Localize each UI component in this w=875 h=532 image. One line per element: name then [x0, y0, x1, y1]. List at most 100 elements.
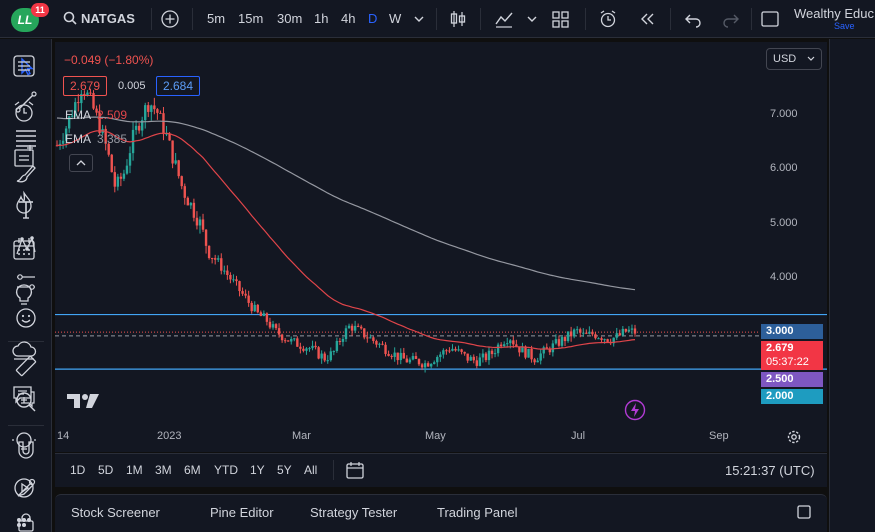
user-name[interactable]: Wealthy Educ: [794, 6, 874, 21]
candle-body: [71, 115, 74, 117]
help-bulb-icon[interactable]: [11, 428, 37, 454]
watchlist-icon[interactable]: [11, 53, 37, 79]
alert-icon[interactable]: [598, 9, 618, 29]
timeframe-15m[interactable]: 15m: [238, 11, 264, 26]
sell-price-button[interactable]: 2.679: [63, 76, 108, 96]
tab-pine-editor[interactable]: Pine Editor: [210, 505, 274, 520]
time-tick: 14: [57, 430, 70, 442]
range-all[interactable]: All: [304, 463, 318, 477]
alarm-clock-icon[interactable]: [11, 99, 37, 125]
fib-icon[interactable]: [13, 125, 39, 151]
buy-price-button[interactable]: 2.684: [156, 76, 201, 96]
candle-body: [299, 346, 302, 349]
data-window-icon[interactable]: [11, 144, 37, 170]
replay-icon[interactable]: [637, 9, 657, 29]
maximize-panel-icon[interactable]: [796, 504, 812, 520]
calendar-icon[interactable]: [11, 236, 37, 262]
candles-icon[interactable]: [448, 9, 468, 29]
candle-body: [147, 105, 150, 112]
range-5y[interactable]: 5Y: [277, 463, 292, 477]
time-tick: Mar: [292, 430, 311, 442]
range-ytd[interactable]: YTD: [214, 463, 238, 477]
candle-body: [140, 120, 144, 131]
ema-slow-label[interactable]: EMA: [65, 132, 92, 146]
candle-body: [207, 245, 211, 259]
range-3m[interactable]: 3M: [155, 463, 172, 477]
right-sidebar: [829, 39, 875, 532]
smiley-icon[interactable]: [13, 305, 39, 331]
candle-body: [457, 349, 460, 351]
indicators-icon[interactable]: [494, 9, 514, 29]
ideas-bulb-icon[interactable]: [11, 282, 37, 308]
magnet-icon[interactable]: [13, 437, 39, 463]
collapse-legend-button[interactable]: [69, 154, 93, 172]
add-symbol-icon[interactable]: [160, 9, 180, 29]
candle-body: [287, 340, 290, 342]
candle-body: [229, 274, 232, 280]
streams-cloud-icon[interactable]: [11, 337, 37, 363]
chart-pane[interactable]: [55, 42, 827, 452]
candle-body: [244, 293, 247, 296]
play-circle-icon[interactable]: [11, 475, 37, 501]
range-6m[interactable]: 6M: [184, 463, 201, 477]
range-1m[interactable]: 1M: [126, 463, 143, 477]
fullscreen-icon[interactable]: [760, 9, 780, 29]
price-chart[interactable]: [55, 42, 827, 452]
go-to-date-icon[interactable]: [345, 460, 365, 480]
chats-icon[interactable]: [11, 383, 37, 409]
candle-body: [92, 93, 95, 109]
range-5d[interactable]: 5D: [98, 463, 114, 477]
grid-icon[interactable]: [11, 512, 37, 532]
range-1y[interactable]: 1Y: [250, 463, 265, 477]
pattern-icon[interactable]: [13, 233, 39, 259]
candle-body: [493, 353, 497, 355]
candle-body: [150, 105, 153, 112]
candle-body: [323, 353, 326, 361]
tab-strategy-tester[interactable]: Strategy Tester: [310, 505, 398, 520]
candle-body: [134, 125, 138, 130]
candle-body: [439, 354, 442, 358]
search-icon[interactable]: [63, 11, 77, 25]
timeframe-1h[interactable]: 1h: [314, 11, 329, 26]
clock-utc[interactable]: 15:21:37 (UTC): [725, 463, 815, 478]
timeframe-5m[interactable]: 5m: [207, 11, 226, 26]
cursor-icon[interactable]: [13, 53, 39, 79]
layouts-icon[interactable]: [551, 9, 571, 29]
candle-body: [353, 325, 357, 331]
range-1d[interactable]: 1D: [70, 463, 86, 477]
brush-icon[interactable]: [13, 161, 39, 187]
candle-body: [539, 353, 542, 361]
save-button[interactable]: Save: [834, 21, 855, 31]
undo-icon[interactable]: [683, 9, 703, 29]
candle-body: [478, 357, 482, 366]
hotlist-flame-icon[interactable]: [11, 190, 37, 216]
candle-body: [369, 337, 372, 339]
time-tick: May: [425, 430, 446, 442]
candle-body: [420, 364, 424, 368]
lightning-icon[interactable]: [624, 399, 646, 421]
time-tick: Sep: [709, 430, 729, 442]
ema-fast-label[interactable]: EMA: [65, 108, 92, 122]
currency-select[interactable]: USD: [766, 48, 822, 70]
symbol-name[interactable]: NATGAS: [81, 11, 135, 26]
candle-body: [560, 337, 564, 346]
zoom-in-icon[interactable]: [13, 389, 39, 415]
tab-stock-screener[interactable]: Stock Screener: [71, 505, 160, 520]
timeframe-4h[interactable]: 4h: [341, 11, 356, 26]
tab-trading-panel[interactable]: Trading Panel: [437, 505, 518, 520]
redo-icon[interactable]: [721, 9, 741, 29]
settings-gear-icon[interactable]: [786, 429, 802, 445]
candle-body: [217, 258, 220, 260]
timeframe-d[interactable]: D: [368, 11, 378, 26]
timeframe-30m[interactable]: 30m: [277, 11, 303, 26]
timeframe-w[interactable]: W: [389, 11, 402, 26]
candle-body: [226, 270, 229, 275]
chevron-down-icon[interactable]: [522, 9, 542, 29]
candle-body: [572, 329, 576, 337]
candle-body: [454, 348, 457, 351]
candle-body: [594, 334, 597, 339]
candle-body: [518, 346, 521, 353]
candle-body: [308, 348, 311, 350]
chevron-down-icon[interactable]: [409, 9, 429, 29]
candle-body: [627, 329, 631, 332]
